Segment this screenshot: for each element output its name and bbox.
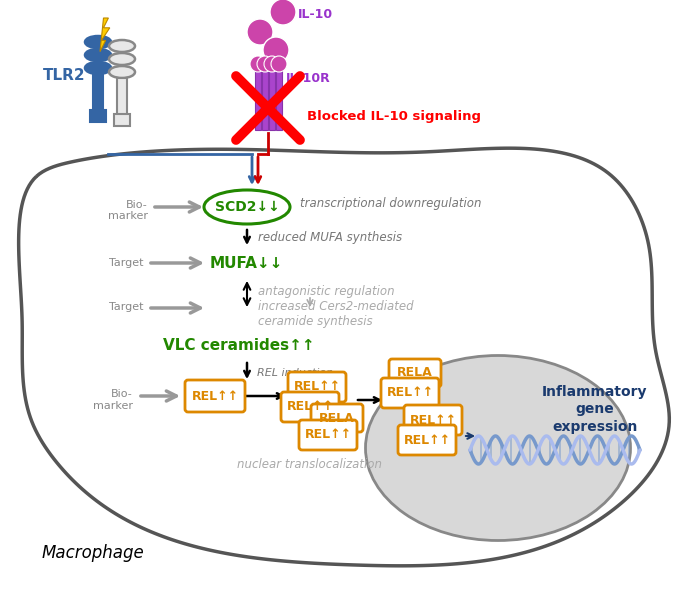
Bar [93, 74, 103, 112]
Text: transcriptional downregulation: transcriptional downregulation [300, 198, 482, 210]
Bar [255, 62, 261, 130]
Text: Bio-: Bio- [126, 200, 148, 210]
Text: REL↑↑: REL↑↑ [386, 386, 434, 400]
FancyBboxPatch shape [398, 425, 456, 455]
FancyBboxPatch shape [299, 420, 357, 450]
Text: REL↑↑: REL↑↑ [191, 389, 238, 403]
Ellipse shape [109, 53, 135, 65]
Polygon shape [100, 18, 110, 52]
Text: reduced MUFA synthesis: reduced MUFA synthesis [258, 231, 402, 244]
Text: Target: Target [110, 302, 144, 312]
Text: MUFA↓↓: MUFA↓↓ [210, 256, 284, 271]
FancyBboxPatch shape [389, 359, 441, 387]
Text: marker: marker [93, 401, 133, 411]
Circle shape [271, 56, 287, 72]
Bar [262, 62, 268, 130]
Text: Bio-: Bio- [111, 389, 133, 399]
Polygon shape [18, 148, 669, 566]
Circle shape [250, 56, 266, 72]
Ellipse shape [109, 40, 135, 52]
Bar [269, 62, 275, 130]
Bar [276, 62, 282, 130]
Text: RELA: RELA [319, 412, 355, 425]
Text: REL↑↑: REL↑↑ [286, 401, 334, 413]
Text: Inflammatory
gene
expression: Inflammatory gene expression [543, 385, 648, 434]
Text: antagonistic regulation: antagonistic regulation [258, 285, 395, 298]
Text: nuclear translocalization: nuclear translocalization [238, 458, 382, 471]
FancyBboxPatch shape [404, 405, 462, 435]
Text: REL↑↑: REL↑↑ [403, 434, 451, 446]
Text: TLR2: TLR2 [43, 68, 86, 83]
FancyBboxPatch shape [288, 372, 346, 402]
Text: SCD2↓↓: SCD2↓↓ [214, 200, 279, 214]
Text: Blocked IL-10 signaling: Blocked IL-10 signaling [307, 110, 481, 123]
Text: RELA: RELA [397, 367, 433, 380]
Text: Macrophage: Macrophage [42, 544, 145, 562]
Circle shape [270, 0, 296, 25]
Circle shape [257, 56, 273, 72]
FancyBboxPatch shape [381, 378, 439, 408]
Bar [90, 110, 106, 122]
Text: REL↑↑: REL↑↑ [304, 428, 351, 441]
Text: REL↑↑: REL↑↑ [293, 380, 340, 394]
Text: marker: marker [108, 211, 148, 221]
FancyBboxPatch shape [185, 380, 245, 412]
Text: REL↑↑: REL↑↑ [410, 413, 457, 426]
Ellipse shape [204, 190, 290, 224]
Text: IL-10R: IL-10R [286, 72, 331, 85]
Text: REL induction: REL induction [257, 368, 333, 378]
Ellipse shape [366, 355, 630, 540]
Ellipse shape [109, 66, 135, 78]
Text: Target: Target [110, 258, 144, 268]
Circle shape [263, 37, 289, 63]
Circle shape [264, 56, 280, 72]
Circle shape [247, 19, 273, 45]
Ellipse shape [85, 36, 111, 48]
Bar [117, 78, 127, 116]
Ellipse shape [85, 49, 111, 61]
Text: IL-10: IL-10 [298, 8, 333, 21]
Ellipse shape [85, 62, 111, 74]
FancyBboxPatch shape [281, 392, 339, 422]
Text: VLC ceramides↑↑: VLC ceramides↑↑ [163, 338, 314, 353]
FancyBboxPatch shape [311, 404, 363, 432]
Bar [114, 114, 130, 126]
Text: increased Cers2-mediated
ceramide synthesis: increased Cers2-mediated ceramide synthe… [258, 300, 414, 328]
